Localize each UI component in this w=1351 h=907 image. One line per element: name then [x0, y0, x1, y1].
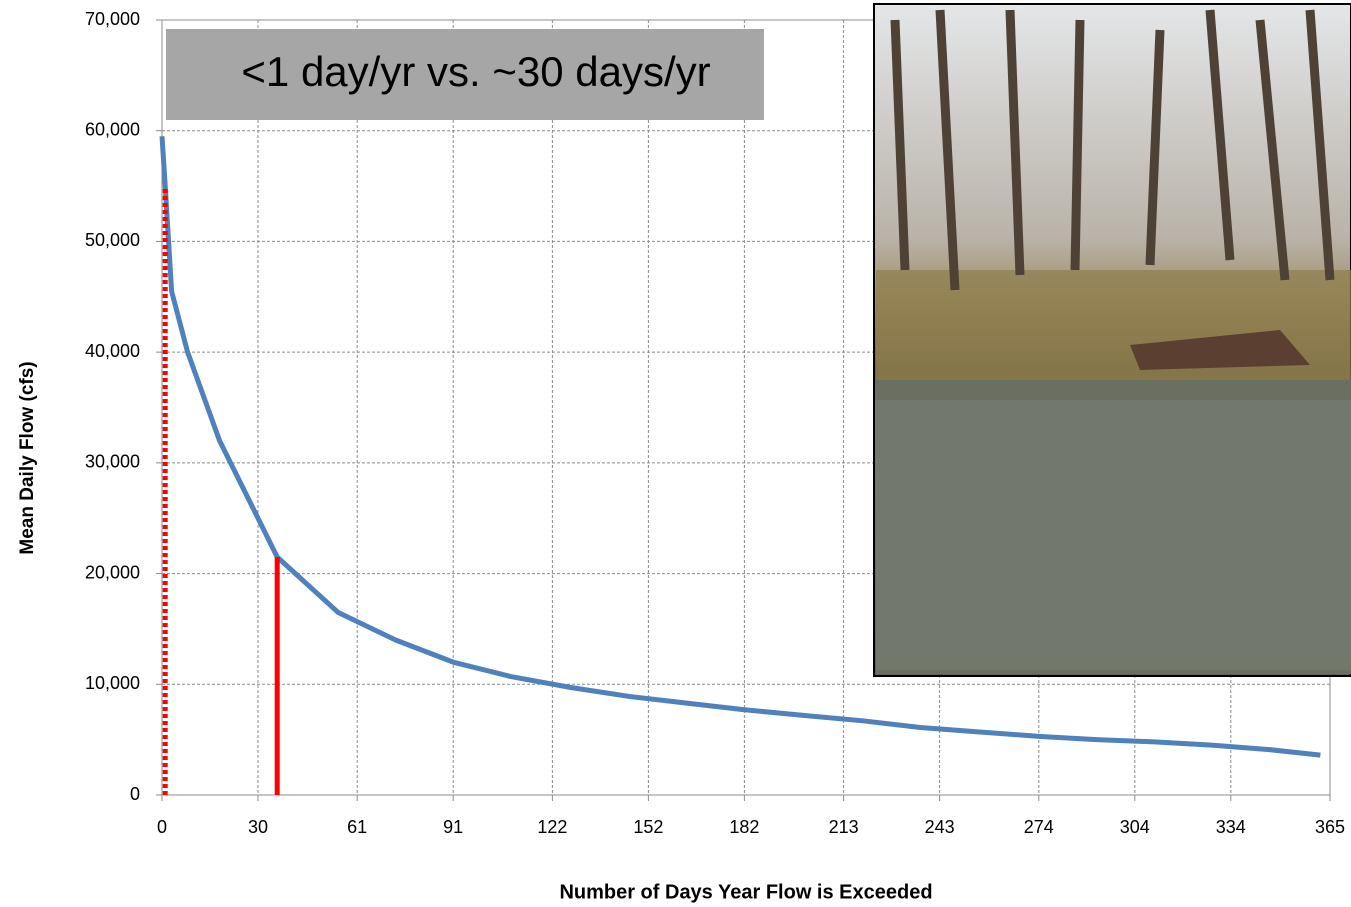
x-tick-label: 365: [1315, 817, 1345, 837]
x-tick-label: 243: [925, 817, 955, 837]
x-tick-label: 304: [1120, 817, 1150, 837]
annotation-box: [166, 29, 764, 120]
x-tick-label: 0: [157, 817, 167, 837]
x-tick-label: 30: [248, 817, 268, 837]
y-tick-label: 0: [130, 784, 140, 804]
x-tick-label: 182: [729, 817, 759, 837]
y-tick-label: 40,000: [85, 341, 140, 361]
x-axis-label: Number of Days Year Flow is Exceeded: [559, 881, 932, 903]
y-axis-label: Mean Daily Flow (cfs): [17, 361, 38, 554]
x-tick-label: 61: [347, 817, 367, 837]
y-tick-label: 60,000: [85, 119, 140, 139]
y-tick-label: 10,000: [85, 673, 140, 693]
river-photo: [873, 3, 1351, 677]
y-tick-label: 50,000: [85, 230, 140, 250]
y-tick-label: 20,000: [85, 562, 140, 582]
x-tick-label: 91: [443, 817, 463, 837]
flow-line: [159, 136, 1321, 758]
y-tick-label: 70,000: [85, 9, 140, 29]
x-tick-label: 152: [633, 817, 663, 837]
y-tick-label: 30,000: [85, 452, 140, 472]
x-tick-label: 122: [537, 817, 567, 837]
x-tick-label: 274: [1024, 817, 1054, 837]
x-tick-label: 334: [1216, 817, 1246, 837]
annotation: <1 day/yr vs. ~30 days/yr: [241, 48, 710, 95]
x-tick-label: 213: [829, 817, 859, 837]
